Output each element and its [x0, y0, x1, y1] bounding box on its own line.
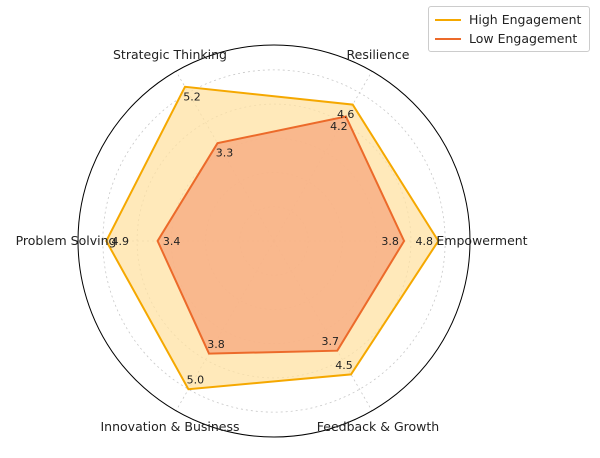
series-line-low [156, 115, 406, 355]
value-label-low-2: 4.2 [330, 120, 348, 133]
axis-labels: Empowerment Resilience Strategic Thinking P… [16, 47, 528, 434]
value-label-low-5: 3.8 [207, 338, 225, 351]
legend: High Engagement Low Engagement [428, 6, 590, 52]
value-label-low-4: 3.4 [163, 235, 181, 248]
legend-label-low: Low Engagement [469, 31, 578, 46]
legend-swatch-high [435, 18, 461, 21]
series-line-high [105, 85, 440, 391]
series-area-low [157, 116, 405, 354]
axis-label-1: Empowerment [436, 233, 527, 248]
legend-label-high: High Engagement [469, 12, 582, 27]
legend-entry-low: Low Engagement [435, 29, 583, 48]
value-label-high-4: 4.9 [112, 235, 130, 248]
legend-swatch-low [435, 37, 461, 40]
value-label-low-1: 3.8 [381, 235, 399, 248]
legend-entry-high: High Engagement [435, 10, 583, 29]
axis-label-6: Feedback & Growth [317, 419, 439, 434]
outer-frame [77, 44, 471, 438]
value-label-high-6: 4.5 [335, 359, 353, 372]
series-layer [105, 85, 440, 391]
axis-label-5: Innovation & Business [101, 419, 240, 434]
axis-label-3: Strategic Thinking [113, 47, 227, 62]
value-label-high-2: 4.6 [337, 108, 355, 121]
value-label-low-3: 3.3 [216, 147, 234, 160]
value-label-high-1: 4.8 [416, 235, 434, 248]
value-label-high-3: 5.2 [183, 90, 201, 103]
value-label-low-6: 3.7 [322, 335, 340, 348]
value-label-high-5: 5.0 [187, 374, 205, 387]
axis-label-2: Resilience [347, 47, 410, 62]
axis-label-4: Problem Solving [16, 233, 117, 248]
